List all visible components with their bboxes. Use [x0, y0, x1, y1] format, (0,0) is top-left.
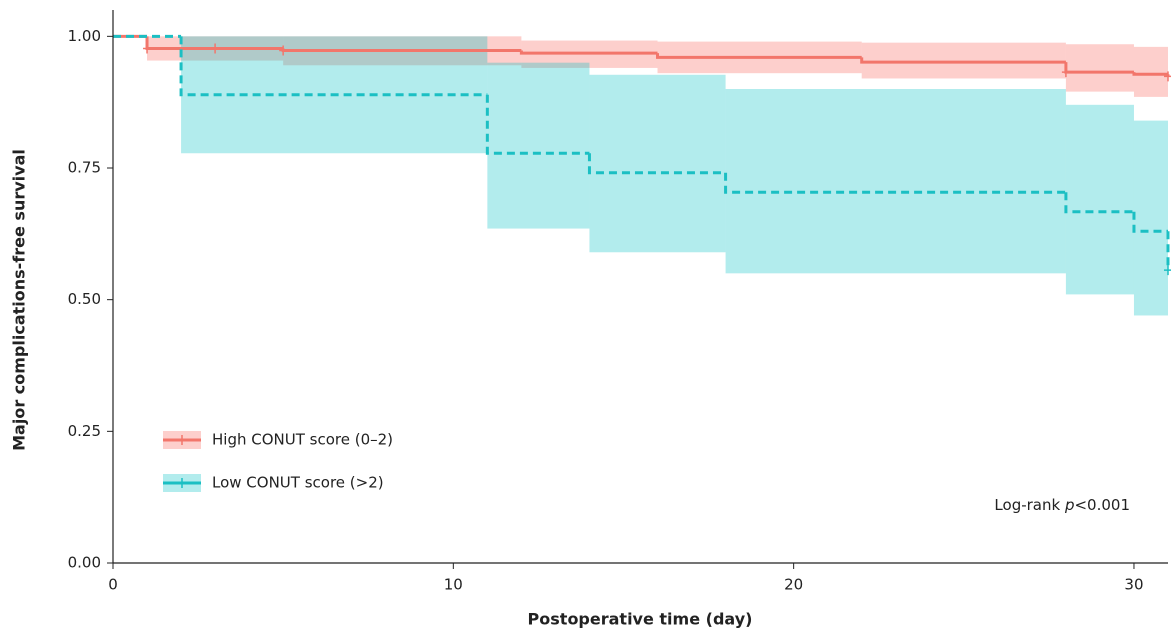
survival-step: [1132, 211, 1168, 233]
censor-mark: [1061, 67, 1070, 78]
annotation: Log-rank p<0.001: [994, 496, 1130, 514]
annotation-text: Log-rank: [994, 496, 1065, 514]
censor-mark: [211, 43, 220, 54]
y-tick-label: 0.25: [68, 422, 101, 440]
y-tick-label: 0.75: [68, 159, 101, 177]
lines: [113, 34, 1171, 276]
survival-step: [519, 50, 658, 55]
confidence-band: [1065, 104, 1134, 295]
survival-step: [724, 172, 1066, 194]
y-tick-label: 1.00: [68, 27, 101, 45]
censor-mark: [279, 45, 288, 56]
x-tick-label: 10: [444, 576, 463, 594]
annotation-text: <0.001: [1074, 496, 1130, 514]
x-tick-label: 20: [784, 576, 803, 594]
confidence-band: [1133, 120, 1168, 316]
x-tick-label: 30: [1124, 576, 1143, 594]
legend-label: Low CONUT score (>2): [212, 474, 384, 492]
confidence-band: [487, 62, 590, 229]
confidence-band: [1133, 46, 1168, 97]
x-tick-label: 0: [108, 576, 118, 594]
y-tick-label: 0.50: [68, 290, 101, 308]
y-tick-label: 0.00: [68, 554, 101, 572]
confidence-band: [725, 89, 1066, 274]
legend-label: High CONUT score (0–2): [212, 431, 393, 449]
survival-step: [1132, 72, 1168, 76]
confidence-band: [589, 74, 726, 253]
survival-step: [587, 153, 726, 175]
confidence-band: [861, 42, 1066, 79]
censor-mark: [143, 43, 152, 54]
survival-step: [860, 57, 1066, 64]
annotation-text: p: [1064, 496, 1075, 514]
survival-step: [656, 53, 862, 59]
survival-step: [179, 36, 488, 97]
x-axis-label: Postoperative time (day): [528, 610, 753, 629]
y-axis-label: Major complications-free survival: [10, 149, 29, 451]
confidence-band: [1065, 44, 1134, 92]
bands: [147, 36, 1168, 316]
survival-step: [485, 94, 590, 155]
survival-step: [1064, 192, 1134, 214]
